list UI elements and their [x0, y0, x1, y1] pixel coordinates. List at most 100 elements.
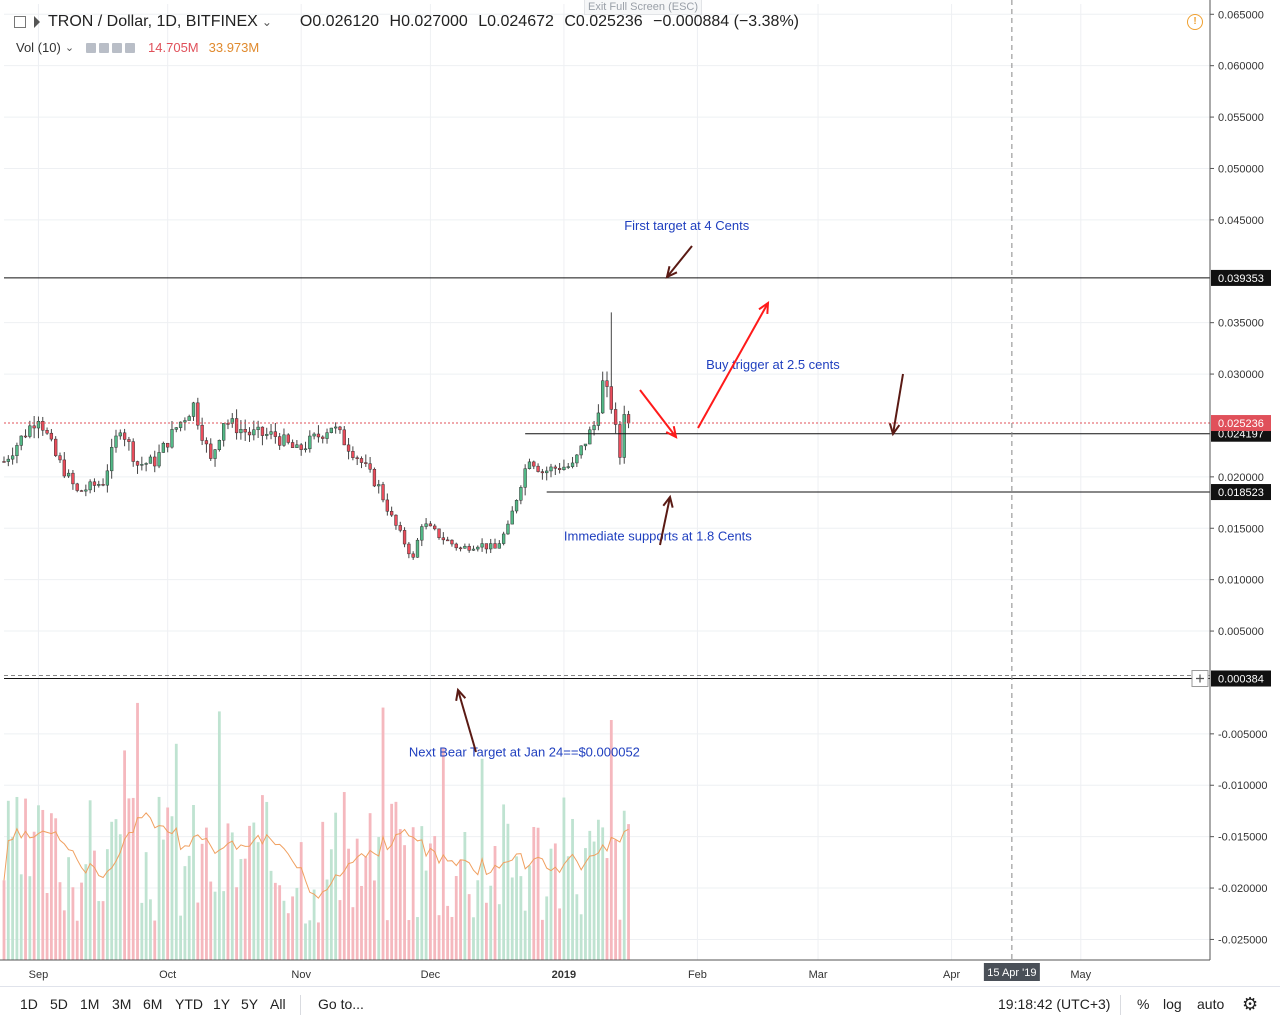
- close-icon[interactable]: [125, 42, 136, 53]
- plus-icon[interactable]: [112, 42, 123, 53]
- annotations-layer: First target at 4 Cents Buy trigger at 2.…: [409, 218, 904, 759]
- arrow-breakout[interactable]: [697, 302, 769, 429]
- volume-bar: [420, 826, 424, 960]
- volume-bar: [329, 849, 333, 960]
- ohlc-change: −0.000884 (−3.38%): [653, 13, 799, 30]
- volume-bar: [140, 902, 144, 960]
- x-tick-label: 2019: [552, 969, 576, 981]
- volume-bar: [515, 856, 518, 960]
- range-6m-button[interactable]: 6M: [143, 996, 163, 1012]
- arrow-bear-target[interactable]: [457, 689, 477, 753]
- range-ytd-button[interactable]: YTD: [175, 996, 203, 1012]
- volume-bar: [123, 750, 126, 960]
- y-tick-label: 0.050000: [1218, 163, 1264, 175]
- candle-up: [178, 421, 183, 428]
- volume-bar: [282, 900, 286, 960]
- level-price-label: 0.039353: [1218, 273, 1264, 285]
- range-5y-button[interactable]: 5Y: [241, 996, 259, 1012]
- range-all-button[interactable]: All: [270, 996, 286, 1012]
- gear-icon[interactable]: ⚙: [1242, 994, 1259, 1014]
- price-chart[interactable]: 0.039353 0.024197 0.018523 0.000384 0.025236…: [0, 0, 1280, 986]
- current-price-tag: [1211, 415, 1271, 432]
- arrow-buy-trigger[interactable]: [892, 373, 904, 435]
- candle-down: [316, 433, 321, 438]
- range-5d-button[interactable]: 5D: [50, 996, 68, 1012]
- candle-down: [166, 442, 170, 448]
- candle-down: [364, 462, 368, 464]
- log-toggle[interactable]: log: [1163, 996, 1182, 1012]
- gear-icon[interactable]: [99, 42, 110, 53]
- volume-bar: [493, 846, 497, 960]
- candle-down: [75, 483, 79, 491]
- arrow-bear-target-head: [455, 687, 467, 702]
- volume-bar: [596, 819, 600, 960]
- alert-icon[interactable]: !: [1187, 14, 1203, 30]
- range-3m-button[interactable]: 3M: [112, 996, 132, 1012]
- volume-bar: [351, 907, 355, 960]
- arrow-support[interactable]: [659, 496, 671, 546]
- candle-up: [170, 429, 174, 448]
- range-1m-button[interactable]: 1M: [80, 996, 100, 1012]
- candle-up: [489, 543, 493, 550]
- volume-bar: [424, 870, 428, 960]
- candle-up: [510, 510, 514, 525]
- candle-up: [480, 543, 484, 548]
- annotation-text[interactable]: Next Bear Target at Jan 24==$0.000052: [409, 744, 640, 759]
- collapse-icon[interactable]: [14, 16, 26, 28]
- candle-up: [471, 548, 476, 551]
- level-price-label: 0.018523: [1218, 487, 1264, 499]
- annotation-text[interactable]: Buy trigger at 2.5 cents: [706, 357, 840, 372]
- chevron-down-icon[interactable]: ⌄: [261, 15, 272, 29]
- volume-layer: [2, 702, 630, 960]
- candle-down: [71, 472, 75, 485]
- clock-display[interactable]: 19:18:42 (UTC+3): [998, 996, 1111, 1012]
- candle-up: [174, 427, 178, 430]
- level-price-label: 0.024197: [1218, 429, 1264, 441]
- arrow-pullback[interactable]: [639, 389, 677, 438]
- goto-button[interactable]: Go to...: [318, 996, 364, 1012]
- symbol-title[interactable]: TRON / Dollar, 1D, BITFINEX: [48, 13, 258, 30]
- volume-bar: [49, 813, 53, 960]
- candle-up: [592, 425, 596, 431]
- volume-bar: [476, 880, 480, 960]
- candle-up: [519, 487, 523, 501]
- volume-bar: [454, 876, 458, 960]
- candle-up: [36, 421, 41, 429]
- volume-bar: [170, 816, 174, 960]
- candle-down: [338, 426, 342, 431]
- volume-bar: [222, 891, 226, 960]
- volume-bar: [97, 901, 101, 960]
- exit-fullscreen-button[interactable]: Exit Full Screen (ESC): [584, 0, 703, 15]
- volume-bar: [342, 792, 346, 960]
- flag-icon[interactable]: [34, 16, 40, 28]
- candle-down: [32, 425, 36, 429]
- arrow-support-head: [662, 494, 674, 508]
- chevron-down-icon[interactable]: ⌄: [64, 42, 75, 54]
- percent-toggle[interactable]: %: [1137, 996, 1150, 1012]
- volume-bar: [230, 832, 234, 960]
- volume-bar: [605, 858, 609, 960]
- auto-toggle[interactable]: auto: [1197, 996, 1225, 1012]
- volume-bar: [2, 880, 6, 960]
- candle-down: [234, 418, 239, 434]
- annotation-text[interactable]: Immediate supports at 1.8 Cents: [564, 529, 752, 544]
- candle-up: [575, 454, 579, 464]
- volume-bar: [381, 707, 385, 960]
- y-tick-label: 0.030000: [1218, 369, 1264, 381]
- volume-bar: [273, 882, 277, 960]
- eye-icon[interactable]: [86, 42, 97, 53]
- volume-label[interactable]: Vol (10): [16, 40, 61, 55]
- range-1d-button[interactable]: 1D: [20, 996, 38, 1012]
- candle-down: [226, 423, 230, 425]
- candle-up: [191, 402, 196, 417]
- candle-down: [428, 523, 433, 527]
- candle-down: [122, 432, 127, 440]
- candle-up: [566, 466, 570, 468]
- ohlc-low: L0.024672: [478, 13, 554, 30]
- arrow-first-target[interactable]: [666, 245, 693, 278]
- volume-bar: [338, 900, 342, 960]
- annotation-text[interactable]: First target at 4 Cents: [624, 218, 749, 233]
- range-1y-button[interactable]: 1Y: [213, 996, 231, 1012]
- candle-up: [265, 433, 269, 436]
- header-row-symbol: TRON / Dollar, 1D, BITFINEX ⌄ O0.026120 …: [14, 13, 805, 31]
